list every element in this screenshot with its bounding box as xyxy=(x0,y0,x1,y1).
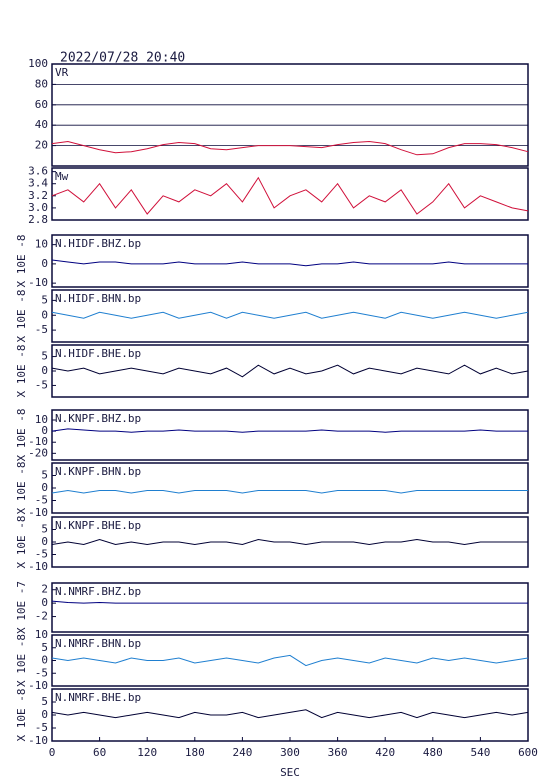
y-tick-label: 20 xyxy=(35,139,48,152)
waveform-line xyxy=(51,259,528,267)
y-tick-label: -10 xyxy=(28,276,48,289)
panel-frame xyxy=(51,63,529,167)
x-tick-label: 600 xyxy=(518,746,538,759)
y-tick-label: 10 xyxy=(35,628,48,641)
y-tick-label: 60 xyxy=(35,98,48,111)
waveform-line xyxy=(51,140,529,156)
y-tick-label: 0 xyxy=(41,257,48,270)
y-tick-label: -10 xyxy=(28,734,48,747)
x-tick-label: 360 xyxy=(328,746,348,759)
waveform-line xyxy=(51,176,529,215)
y-tick-label: 3.6 xyxy=(28,165,48,178)
waveform-line xyxy=(51,428,528,433)
y-tick-label: 0 xyxy=(41,424,48,437)
panel-frame xyxy=(51,234,529,288)
panel-label: N.NMRF.BHZ.bp xyxy=(55,585,141,598)
y-axis-label: X 10E -8 xyxy=(15,235,28,288)
panel-label: N.KNPF.BHN.bp xyxy=(55,465,141,478)
y-tick-label: -10 xyxy=(28,506,48,519)
chart-title: 2022/07/28 20:40 xyxy=(60,51,185,66)
panel-label: N.NMRF.BHN.bp xyxy=(55,637,141,650)
y-tick-label: -2 xyxy=(35,610,48,623)
y-axis-label: X 10E -8 xyxy=(15,290,28,343)
panel-label: N.NMRF.BHE.bp xyxy=(55,691,141,704)
waveform-line xyxy=(51,311,529,319)
y-tick-label: 2 xyxy=(41,583,48,596)
panel-label: N.KNPF.BHE.bp xyxy=(55,519,141,532)
y-axis-label: X 10E -8 xyxy=(15,516,28,569)
x-tick-label: 420 xyxy=(375,746,395,759)
y-tick-label: 5 xyxy=(41,469,48,482)
y-tick-label: 0 xyxy=(41,481,48,494)
y-tick-label: 3.4 xyxy=(28,177,48,190)
y-tick-label: -10 xyxy=(28,679,48,692)
y-tick-label: 5 xyxy=(41,523,48,536)
y-tick-label: 40 xyxy=(35,118,48,131)
y-tick-label: -20 xyxy=(28,446,48,459)
y-axis-label: X 10E -8 xyxy=(15,689,28,742)
waveform-line xyxy=(51,364,529,378)
x-tick-label: 480 xyxy=(423,746,443,759)
y-tick-label: 100 xyxy=(28,57,48,70)
panel-label: N.HIDF.BHN.bp xyxy=(55,292,141,305)
y-tick-label: 0 xyxy=(41,596,48,609)
x-tick-label: 0 xyxy=(49,746,56,759)
panel-label: N.KNPF.BHZ.bp xyxy=(55,412,141,425)
y-tick-label: 5 xyxy=(41,350,48,363)
y-tick-label: -10 xyxy=(28,435,48,448)
y-tick-label: 3.2 xyxy=(28,189,48,202)
panel-frame xyxy=(51,582,529,633)
waveform-line xyxy=(51,538,528,546)
waveform-line xyxy=(51,600,528,604)
y-tick-label: 0 xyxy=(41,654,48,667)
panel-label: VR xyxy=(55,66,69,79)
waveform-line xyxy=(51,489,528,494)
y-tick-label: 3.0 xyxy=(28,201,48,214)
x-axis-label: SEC xyxy=(280,766,300,779)
y-tick-label: 0 xyxy=(41,708,48,721)
y-tick-label: -5 xyxy=(35,548,48,561)
x-tick-label: 540 xyxy=(470,746,490,759)
panel-label: Mw xyxy=(55,170,69,183)
y-tick-label: 80 xyxy=(35,77,48,90)
y-tick-label: 10 xyxy=(35,413,48,426)
y-tick-label: -5 xyxy=(35,666,48,679)
y-axis-label: X 10E -8 xyxy=(15,462,28,515)
waveform-line xyxy=(51,654,529,667)
y-tick-label: -5 xyxy=(35,721,48,734)
y-tick-label: -5 xyxy=(35,494,48,507)
panel-frame xyxy=(51,167,529,221)
y-tick-label: -5 xyxy=(35,323,48,336)
y-axis-label: X 10E -8 xyxy=(15,409,28,462)
x-tick-label: 60 xyxy=(93,746,106,759)
panel-frame xyxy=(51,409,529,461)
waveform-line xyxy=(51,709,529,719)
x-tick-label: 120 xyxy=(137,746,157,759)
y-tick-label: 0 xyxy=(41,364,48,377)
panel-label: N.HIDF.BHZ.bp xyxy=(55,237,141,250)
y-tick-label: 5 xyxy=(41,293,48,306)
y-axis-label: X 10E -8 xyxy=(15,634,28,687)
x-tick-label: 180 xyxy=(185,746,205,759)
x-tick-label: 300 xyxy=(280,746,300,759)
y-axis-label: X 10E -7 xyxy=(15,581,28,634)
y-tick-label: -10 xyxy=(28,560,48,573)
panel-label: N.HIDF.BHE.bp xyxy=(55,347,141,360)
y-tick-label: 0 xyxy=(41,308,48,321)
y-tick-label: 10 xyxy=(35,238,48,251)
y-tick-label: 2.8 xyxy=(28,213,48,226)
y-tick-label: -5 xyxy=(35,378,48,391)
panel-frame xyxy=(51,289,529,343)
y-axis-label: X 10E -8 xyxy=(15,345,28,398)
y-tick-label: 0 xyxy=(41,535,48,548)
y-tick-label: 5 xyxy=(41,641,48,654)
x-tick-label: 240 xyxy=(232,746,252,759)
y-tick-label: 5 xyxy=(41,695,48,708)
